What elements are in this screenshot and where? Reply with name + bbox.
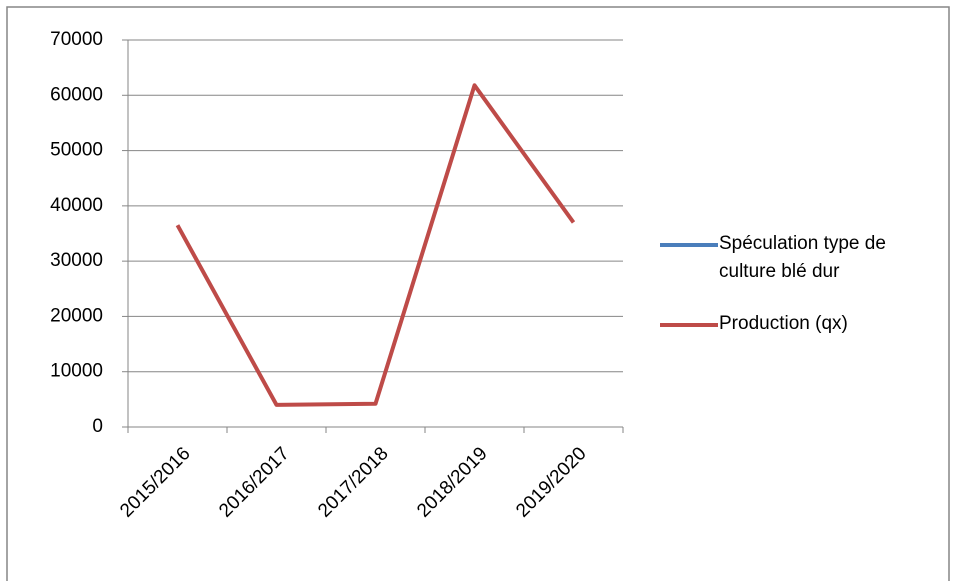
- y-tick-label: 70000: [50, 29, 103, 50]
- chart-frame: [6, 6, 950, 581]
- series-line: [175, 83, 576, 407]
- y-tick-label: 40000: [50, 195, 103, 216]
- y-tick-label: 30000: [50, 250, 103, 271]
- y-tick-label: 50000: [50, 140, 103, 161]
- legend-label: Spéculation type de culture blé dur: [719, 233, 886, 282]
- y-tick-label: 60000: [50, 84, 103, 105]
- legend-label: Production (qx): [719, 313, 848, 334]
- y-tick-label: 0: [92, 416, 103, 437]
- y-tick-label: 10000: [50, 361, 103, 382]
- y-tick-label: 20000: [50, 305, 103, 326]
